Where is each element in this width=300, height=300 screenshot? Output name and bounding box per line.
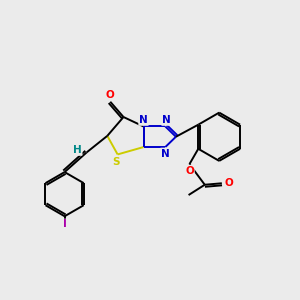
Text: N: N xyxy=(161,148,170,158)
Text: I: I xyxy=(63,220,67,230)
Text: S: S xyxy=(112,157,120,167)
Text: H: H xyxy=(73,145,82,155)
Text: O: O xyxy=(225,178,234,188)
Text: O: O xyxy=(106,90,115,100)
Text: N: N xyxy=(162,115,171,125)
Text: N: N xyxy=(139,115,148,125)
Text: O: O xyxy=(185,166,194,176)
